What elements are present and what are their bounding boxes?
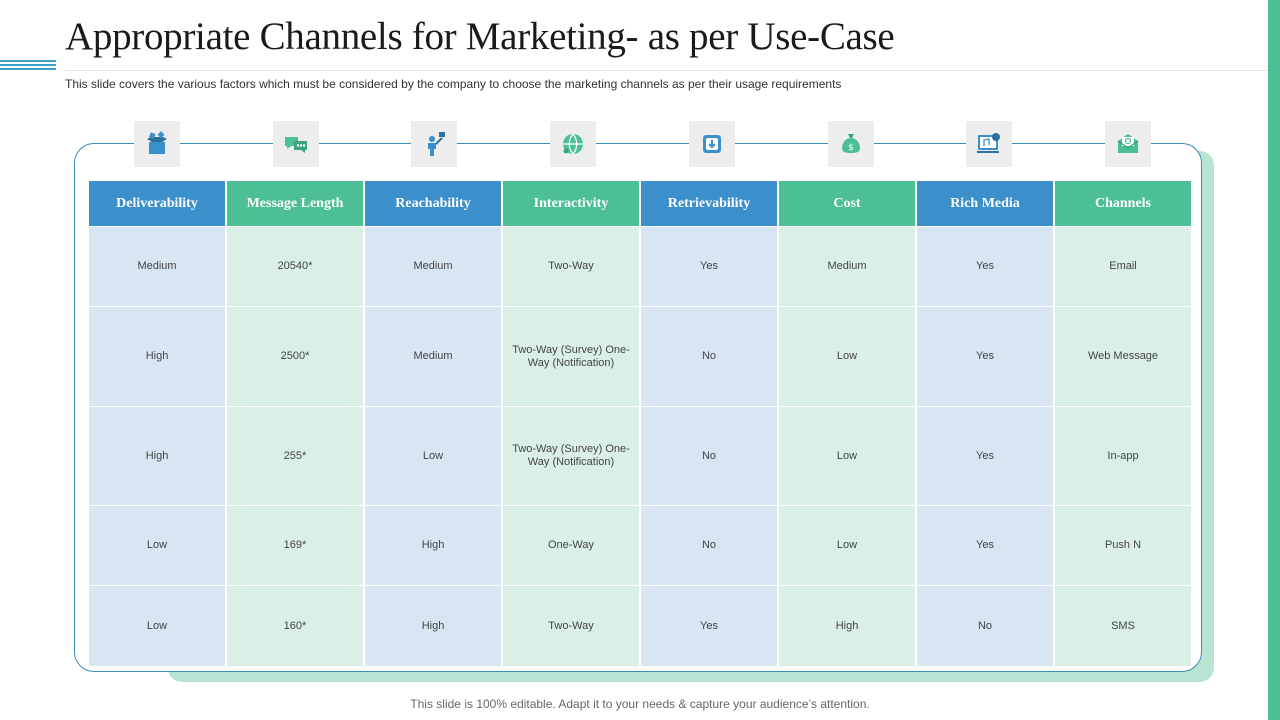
table-cell: Two-Way bbox=[503, 226, 639, 306]
svg-text:$: $ bbox=[848, 143, 854, 153]
table-cell: Email bbox=[1055, 226, 1191, 306]
column-retrievability: Retrievability Yes No No No Yes bbox=[641, 181, 777, 666]
column-header: Rich Media bbox=[917, 181, 1053, 226]
table-cell: 20540* bbox=[227, 226, 363, 306]
table-cell: Low bbox=[779, 306, 915, 406]
email-envelope-icon bbox=[1105, 121, 1151, 167]
money-bag-icon: $ bbox=[828, 121, 874, 167]
download-box-icon bbox=[689, 121, 735, 167]
table-cell: No bbox=[641, 306, 777, 406]
media-screen-icon bbox=[966, 121, 1012, 167]
table-cell: Yes bbox=[917, 226, 1053, 306]
column-interactivity: Interactivity Two-Way Two-Way (Survey) O… bbox=[503, 181, 639, 666]
page-title: Appropriate Channels for Marketing- as p… bbox=[65, 15, 895, 58]
column-header: Reachability bbox=[365, 181, 501, 226]
table-cell: Medium bbox=[779, 226, 915, 306]
table-cell: Web Message bbox=[1055, 306, 1191, 406]
table-cell: Low bbox=[779, 505, 915, 585]
table-cell: Medium bbox=[365, 306, 501, 406]
table-cell: SMS bbox=[1055, 585, 1191, 666]
table-cell: 160* bbox=[227, 585, 363, 666]
page-subtitle: This slide covers the various factors wh… bbox=[65, 77, 842, 91]
title-divider bbox=[65, 70, 1267, 71]
table-cell: High bbox=[365, 505, 501, 585]
column-deliverability: Deliverability Medium High High Low Low bbox=[89, 181, 225, 666]
table-cell: Yes bbox=[641, 226, 777, 306]
table-cell: No bbox=[641, 505, 777, 585]
table-cell: High bbox=[89, 406, 225, 505]
title-decoration bbox=[0, 60, 56, 72]
column-channels: Channels Email Web Message In-app Push N… bbox=[1055, 181, 1191, 666]
table-cell: High bbox=[779, 585, 915, 666]
table-cell: Low bbox=[89, 505, 225, 585]
table-cell: One-Way bbox=[503, 505, 639, 585]
column-header: Channels bbox=[1055, 181, 1191, 226]
table-cell: No bbox=[641, 406, 777, 505]
table-cell: Yes bbox=[917, 505, 1053, 585]
chat-bubbles-icon bbox=[273, 121, 319, 167]
globe-network-icon bbox=[550, 121, 596, 167]
column-rich-media: Rich Media Yes Yes Yes Yes No bbox=[917, 181, 1053, 666]
table-cell: Push N bbox=[1055, 505, 1191, 585]
column-header: Cost bbox=[779, 181, 915, 226]
table-cell: Medium bbox=[365, 226, 501, 306]
column-message-length: Message Length 20540* 2500* 255* 169* 16… bbox=[227, 181, 363, 666]
table-cell: Two-Way (Survey) One-Way (Notification) bbox=[503, 306, 639, 406]
table-cell: High bbox=[365, 585, 501, 666]
column-header: Message Length bbox=[227, 181, 363, 226]
column-header: Deliverability bbox=[89, 181, 225, 226]
table-cell: No bbox=[917, 585, 1053, 666]
table-cell: In-app bbox=[1055, 406, 1191, 505]
column-header: Interactivity bbox=[503, 181, 639, 226]
table-cell: Low bbox=[89, 585, 225, 666]
table-cell: Yes bbox=[917, 406, 1053, 505]
table-cell: Low bbox=[365, 406, 501, 505]
right-accent-bar bbox=[1268, 0, 1280, 720]
table-cell: High bbox=[89, 306, 225, 406]
table-cell: Low bbox=[779, 406, 915, 505]
column-header: Retrievability bbox=[641, 181, 777, 226]
table-cell: Yes bbox=[917, 306, 1053, 406]
footer-note: This slide is 100% editable. Adapt it to… bbox=[410, 697, 870, 711]
table-cell: 255* bbox=[227, 406, 363, 505]
table-cell: Yes bbox=[641, 585, 777, 666]
column-cost: Cost Medium Low Low Low High bbox=[779, 181, 915, 666]
table-cell: Two-Way (Survey) One-Way (Notification) bbox=[503, 406, 639, 505]
table-cell: 169* bbox=[227, 505, 363, 585]
table-cell: Two-Way bbox=[503, 585, 639, 666]
table-cell: 2500* bbox=[227, 306, 363, 406]
box-icon bbox=[134, 121, 180, 167]
column-reachability: Reachability Medium Medium Low High High bbox=[365, 181, 501, 666]
person-target-icon bbox=[411, 121, 457, 167]
table-cell: Medium bbox=[89, 226, 225, 306]
